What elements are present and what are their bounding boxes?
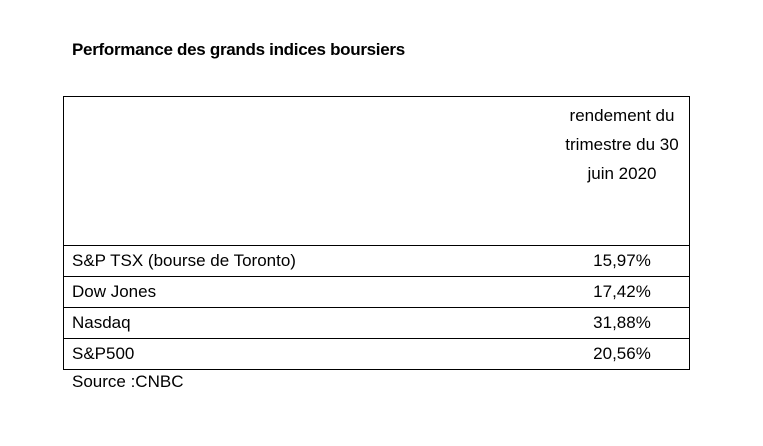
title: Performance des grands indices boursiers (72, 40, 405, 59)
index-name: Dow Jones (63, 276, 555, 308)
table-row: S&P500 20,56% (63, 338, 690, 370)
return-value: 20,56% (555, 338, 690, 370)
table-row: S&P TSX (bourse de Toronto) 15,97% (63, 245, 690, 277)
return-value: 31,88% (555, 307, 690, 339)
header-cell: rendement du trimestre du 30 juin 2020 (555, 96, 690, 246)
source: Source :CNBC (72, 372, 184, 391)
table-row: Dow Jones 17,42% (63, 276, 690, 308)
index-name: Nasdaq (63, 307, 555, 339)
table-row: Nasdaq 31,88% (63, 307, 690, 339)
header-row: rendement du trimestre du 30 juin 2020 (63, 96, 690, 246)
index-name: S&P TSX (bourse de Toronto) (63, 245, 555, 277)
return-value: 15,97% (555, 245, 690, 277)
index-name: S&P500 (63, 338, 555, 370)
header-cell (63, 96, 555, 246)
return-value: 17,42% (555, 276, 690, 308)
table: rendement du trimestre du 30 juin 2020 S… (63, 96, 690, 370)
